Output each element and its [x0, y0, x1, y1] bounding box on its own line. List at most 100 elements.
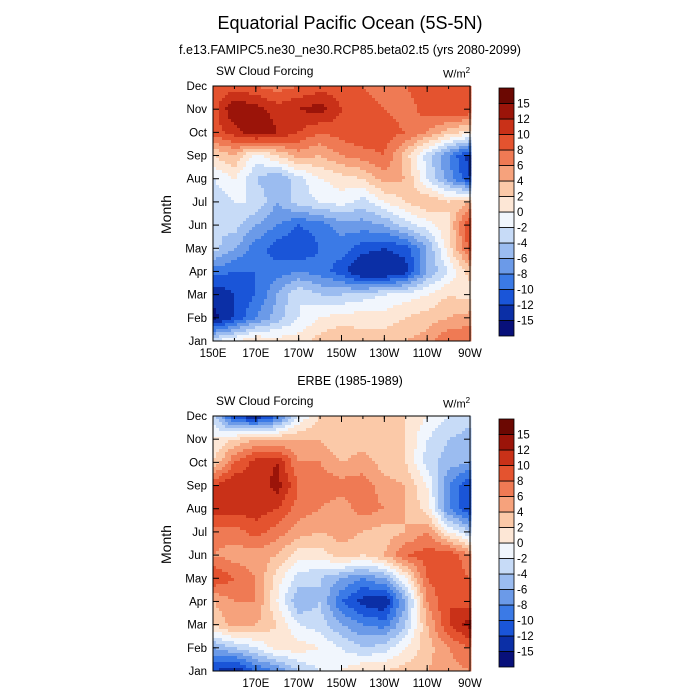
- contour-cell: [225, 98, 229, 102]
- contour-cell: [216, 215, 220, 219]
- contour-cell: [213, 155, 217, 159]
- contour-cell: [369, 209, 373, 213]
- contour-cell: [420, 254, 424, 258]
- contour-cell: [366, 200, 370, 204]
- contour-cell: [312, 128, 316, 132]
- contour-cell: [315, 191, 319, 195]
- contour-cell: [315, 119, 319, 123]
- contour-cell: [249, 128, 253, 132]
- contour-cell: [390, 233, 394, 237]
- contour-cell: [411, 245, 415, 249]
- contour-cell: [423, 218, 427, 222]
- contour-cell: [234, 170, 238, 174]
- contour-cell: [345, 128, 349, 132]
- contour-cell: [297, 119, 301, 123]
- contour-cell: [381, 236, 385, 240]
- contour-cell: [309, 221, 313, 225]
- contour-cell: [456, 251, 460, 255]
- contour-cell: [309, 179, 313, 183]
- contour-cell: [342, 158, 346, 162]
- contour-cell: [363, 191, 367, 195]
- contour-cell: [354, 140, 358, 144]
- contour-cell: [237, 176, 241, 180]
- contour-cell: [294, 194, 298, 198]
- contour-cell: [399, 248, 403, 252]
- contour-cell: [459, 245, 463, 249]
- contour-cell: [426, 209, 430, 213]
- contour-cell: [240, 107, 244, 111]
- contour-cell: [336, 143, 340, 147]
- contour-cell: [342, 125, 346, 129]
- contour-cell: [330, 152, 334, 156]
- contour-cell: [456, 152, 460, 156]
- contour-cell: [288, 173, 292, 177]
- contour-cell: [294, 179, 298, 183]
- contour-cell: [342, 89, 346, 93]
- contour-cell: [462, 209, 466, 213]
- contour-cell: [360, 179, 364, 183]
- contour-cell: [216, 206, 220, 210]
- contour-cell: [324, 191, 328, 195]
- contour-cell: [429, 125, 433, 129]
- contour-cell: [429, 221, 433, 225]
- contour-cell: [276, 89, 280, 93]
- contour-cell: [330, 176, 334, 180]
- contour-cell: [375, 95, 379, 99]
- contour-cell: [333, 197, 337, 201]
- contour-cell: [306, 224, 310, 228]
- contour-cell: [243, 179, 247, 183]
- contour-cell: [264, 140, 268, 144]
- contour-cell: [411, 143, 415, 147]
- contour-cell: [384, 134, 388, 138]
- contour-cell: [456, 173, 460, 177]
- contour-cell: [225, 188, 229, 192]
- contour-cell: [360, 182, 364, 186]
- contour-cell: [333, 125, 337, 129]
- contour-cell: [393, 164, 397, 168]
- contour-cell: [279, 236, 283, 240]
- contour-cell: [387, 113, 391, 117]
- contour-cell: [414, 149, 418, 153]
- contour-cell: [384, 95, 388, 99]
- contour-cell: [252, 206, 256, 210]
- contour-cell: [372, 221, 376, 225]
- contour-cell: [267, 212, 271, 216]
- contour-cell: [231, 89, 235, 93]
- contour-cell: [249, 101, 253, 105]
- contour-cell: [333, 104, 337, 108]
- contour-cell: [315, 134, 319, 138]
- contour-cell: [261, 95, 265, 99]
- contour-cell: [411, 164, 415, 168]
- contour-cell: [372, 119, 376, 123]
- contour-cell: [294, 95, 298, 99]
- contour-cell: [246, 176, 250, 180]
- contour-cell: [432, 119, 436, 123]
- contour-cell: [399, 167, 403, 171]
- contour-cell: [393, 218, 397, 222]
- contour-cell: [285, 113, 289, 117]
- contour-cell: [219, 191, 223, 195]
- contour-cell: [261, 110, 265, 114]
- contour-cell: [393, 95, 397, 99]
- contour-cell: [390, 86, 394, 90]
- contour-cell: [258, 242, 262, 246]
- contour-cell: [369, 212, 373, 216]
- contour-cell: [459, 116, 463, 120]
- contour-cell: [429, 203, 433, 207]
- contour-cell: [219, 257, 223, 261]
- contour-cell: [429, 182, 433, 186]
- contour-cell: [462, 218, 466, 222]
- contour-cell: [303, 137, 307, 141]
- contour-cell: [399, 245, 403, 249]
- contour-cell: [459, 170, 463, 174]
- contour-cell: [462, 194, 466, 198]
- contour-cell: [315, 230, 319, 234]
- contour-cell: [228, 170, 232, 174]
- contour-cell: [225, 191, 229, 195]
- contour-cell: [450, 188, 454, 192]
- contour-cell: [237, 152, 241, 156]
- contour-cell: [441, 89, 445, 93]
- contour-cell: [438, 200, 442, 204]
- contour-cell: [315, 86, 319, 90]
- contour-cell: [384, 119, 388, 123]
